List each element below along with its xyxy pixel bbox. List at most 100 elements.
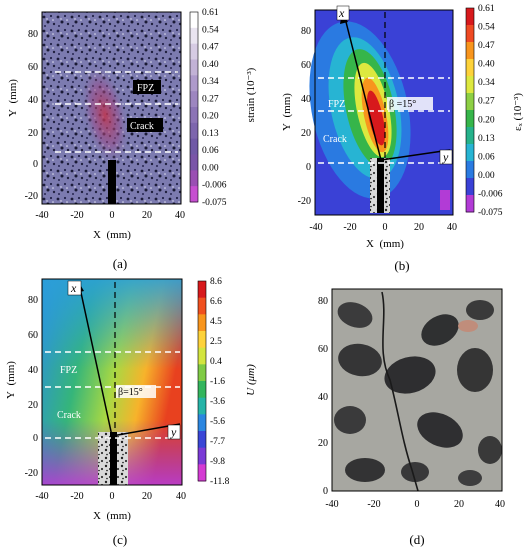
panel-b-colorbar-label: εₓ (10⁻³) (512, 93, 524, 131)
colorbar-tick-label: 0.47 (202, 43, 219, 53)
colorbar-tick-label: 0.40 (202, 60, 219, 70)
colorbar-tick-label: 8.6 (210, 277, 222, 287)
colorbar-tick-label: 0.47 (478, 41, 495, 51)
colorbar-swatch (466, 178, 474, 196)
panel-a-x-ticks: -40 -20 0 20 40 (35, 210, 185, 221)
colorbar-swatch (466, 195, 474, 213)
colorbar-tick-label: 0.13 (478, 134, 495, 144)
y-tick-label: 40 (301, 94, 311, 105)
colorbar-tick-label: -0.006 (202, 181, 227, 191)
colorbar-tick-label: 0.40 (478, 60, 495, 70)
panel-b-fpz-label: FPZ (328, 99, 345, 110)
colorbar-tick-label: 4.5 (210, 317, 222, 327)
panel-b-beta-label: β =15° (389, 99, 416, 110)
panel-a-y-axis-label: Y (mm) (7, 79, 19, 117)
x-tick-label: -40 (35, 491, 48, 502)
x-tick-label: -20 (343, 222, 356, 233)
panel-c-colorbar-label: U (μm) (245, 364, 257, 396)
panel-a-fpz-label: FPZ (137, 83, 154, 94)
x-tick-label: 20 (414, 222, 424, 233)
colorbar-tick-label: -11.8 (210, 477, 230, 487)
colorbar-swatch (190, 154, 198, 171)
x-tick-label: 40 (175, 210, 185, 221)
panel-a-crack-label: Crack (130, 121, 154, 132)
colorbar-tick-label: 0.20 (202, 112, 219, 122)
colorbar-swatch (466, 127, 474, 145)
colorbar-swatch (198, 364, 206, 382)
colorbar-swatch (198, 381, 206, 399)
colorbar-swatch (190, 186, 198, 203)
colorbar-swatch (190, 59, 198, 76)
x-tick-label: -20 (70, 491, 83, 502)
y-tick-label: -20 (25, 468, 38, 479)
colorbar-tick-label: 0.13 (202, 129, 219, 139)
panel-c-x-axis-marker: x (70, 281, 77, 295)
colorbar-tick-label: 0.27 (202, 94, 219, 104)
panel-c-x-ticks: -40 -20 0 20 40 (35, 491, 186, 502)
colorbar-swatch (198, 397, 206, 415)
colorbar-swatch (198, 464, 206, 482)
x-tick-label: 20 (142, 210, 152, 221)
y-tick-label: 20 (301, 128, 311, 139)
colorbar-swatch (466, 110, 474, 128)
colorbar-tick-label: 6.6 (210, 297, 222, 307)
colorbar-swatch (190, 27, 198, 45)
y-tick-label: -20 (298, 196, 311, 207)
colorbar-swatch (190, 12, 198, 29)
colorbar-swatch (190, 170, 198, 187)
x-tick-label: -20 (367, 499, 380, 510)
colorbar-swatch (190, 43, 198, 60)
panel-b-y-axis-marker: y (442, 150, 449, 164)
x-tick-label: 40 (176, 491, 186, 502)
panel-c-colorbar: 8.6 6.6 4.5 2.5 0.4 -1.6 -3.6 -5.6 -7.7 -9.8 -11.8 (197, 277, 230, 487)
colorbar-tick-label: 0.06 (202, 146, 219, 156)
y-tick-label: 60 (28, 62, 38, 73)
panel-c-beta-label: β=15° (118, 387, 143, 398)
y-tick-label: 80 (301, 26, 311, 37)
colorbar-tick-label: -0.075 (478, 208, 503, 218)
panel-c-y-ticks: 80 60 40 20 0 -20 (25, 295, 38, 479)
x-tick-label: 20 (142, 491, 152, 502)
panel-b-colorbar: 0.61 0.54 0.47 0.40 0.34 0.27 0.20 0.13 0.06 0.00… (465, 4, 503, 218)
x-tick-label: -40 (325, 499, 338, 510)
colorbar-swatch (190, 91, 198, 108)
colorbar-tick-label: 0.34 (478, 78, 495, 88)
panel-a-caption: (a) (113, 256, 127, 271)
x-tick-label: 0 (110, 210, 115, 221)
colorbar-tick-label: 0.27 (478, 97, 495, 107)
panel-b-x-axis-marker: x (338, 6, 345, 20)
panel-c-caption: (c) (113, 532, 127, 547)
panel-c-x-axis-label: X (mm) (93, 510, 131, 522)
panel-a-colorbar-label: strain (10⁻³) (245, 67, 257, 122)
panel-b-x-ticks: -40 -20 0 20 40 (309, 222, 457, 233)
x-tick-label: 40 (447, 222, 457, 233)
colorbar-swatch (466, 144, 474, 162)
colorbar-swatch (198, 347, 206, 365)
colorbar-tick-label: -1.6 (210, 377, 225, 387)
panel-c-crack-label: Crack (57, 410, 81, 421)
y-tick-label: 40 (28, 365, 38, 376)
y-tick-label: -20 (25, 191, 38, 202)
colorbar-tick-label: -5.6 (210, 417, 225, 427)
y-tick-label: 20 (28, 400, 38, 411)
y-tick-label: 60 (318, 344, 328, 355)
y-tick-label: 80 (318, 296, 328, 307)
panel-b-y-ticks: 80 60 40 20 0 -20 (298, 26, 311, 207)
y-tick-label: 20 (28, 128, 38, 139)
panel-a: FPZ Crack -40 -20 0 20 40 80 60 40 20 0 … (7, 8, 257, 271)
panel-d-y-ticks: 80 60 40 20 0 (318, 296, 328, 497)
colorbar-swatch (466, 59, 474, 77)
x-tick-label: 0 (415, 499, 420, 510)
colorbar-swatch (466, 25, 474, 43)
colorbar-tick-label: 0.00 (478, 171, 495, 181)
colorbar-swatch (198, 414, 206, 432)
x-tick-label: -40 (35, 210, 48, 221)
panel-c-y-axis-marker: y (170, 425, 177, 439)
colorbar-swatch (466, 8, 474, 26)
colorbar-tick-label: 0.00 (202, 163, 219, 173)
panel-d-caption: (d) (409, 532, 424, 547)
colorbar-swatch (198, 297, 206, 315)
x-tick-label: -20 (70, 210, 83, 221)
colorbar-tick-label: 0.4 (210, 357, 222, 367)
